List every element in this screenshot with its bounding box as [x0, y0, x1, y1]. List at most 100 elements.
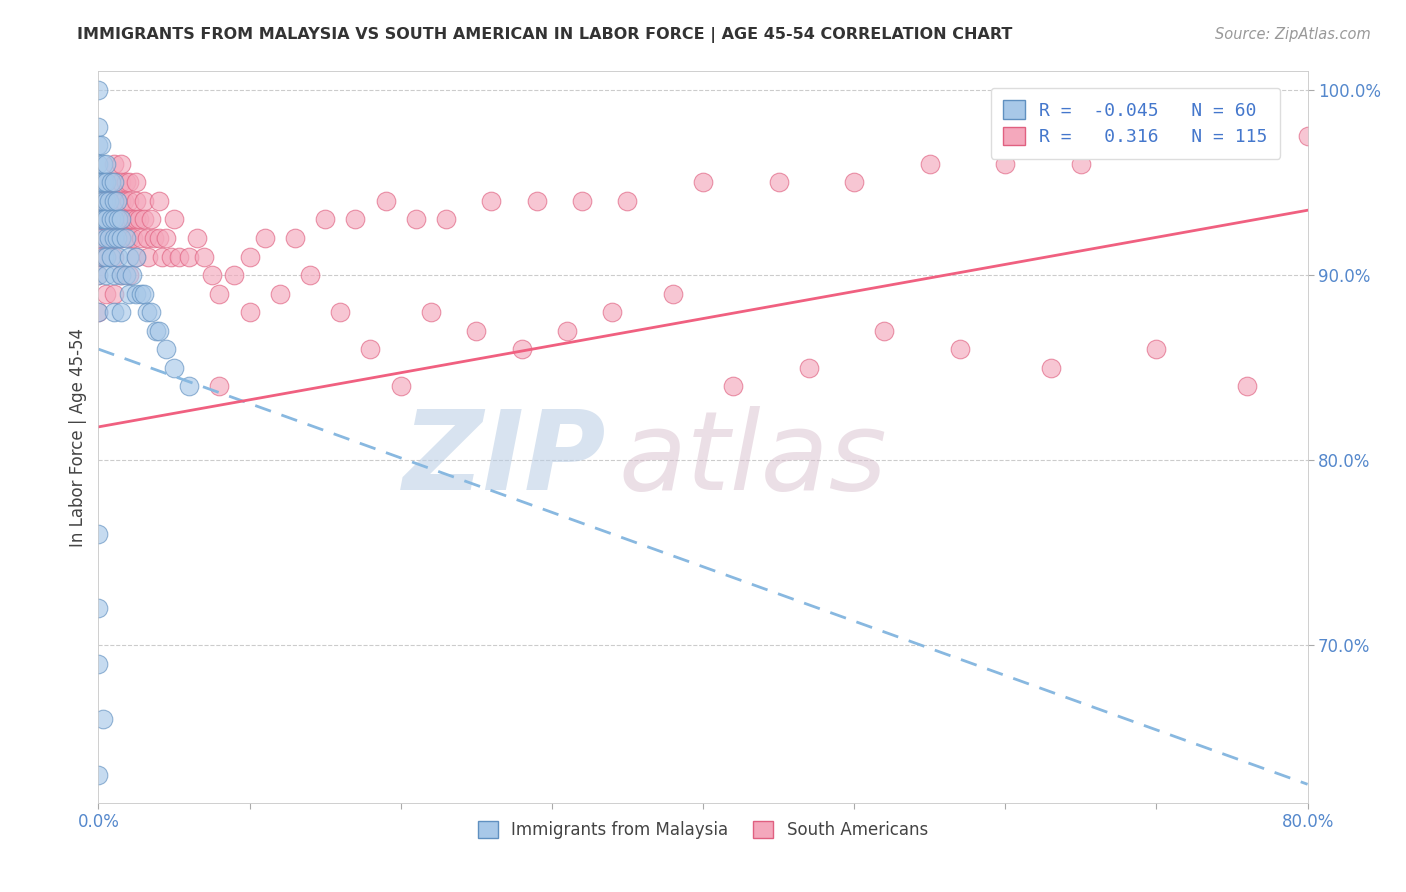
Point [148, 324, 170, 338]
Point [374, 194, 396, 208]
Point [1236, 379, 1258, 393]
Point [141, 212, 163, 227]
Point [91, 194, 114, 208]
Point [844, 176, 866, 190]
Point [873, 324, 896, 338]
Point [103, 212, 125, 227]
Point [94, 194, 117, 208]
Point [163, 212, 186, 227]
Point [94, 250, 117, 264]
Point [465, 324, 488, 338]
Point [125, 250, 148, 264]
Point [87, 194, 110, 208]
Point [103, 176, 125, 190]
Point [405, 212, 427, 227]
Point [314, 212, 336, 227]
Point [94, 286, 117, 301]
Point [108, 231, 131, 245]
Point [148, 231, 170, 245]
Point [344, 212, 367, 227]
Point [121, 212, 143, 227]
Point [87, 83, 110, 97]
Point [692, 176, 714, 190]
Point [87, 231, 110, 245]
Point [110, 176, 132, 190]
Point [125, 176, 148, 190]
Point [136, 250, 159, 264]
Point [616, 194, 638, 208]
Point [93, 212, 115, 227]
Point [94, 231, 117, 245]
Point [121, 268, 143, 282]
Point [118, 212, 141, 227]
Point [420, 305, 443, 319]
Point [329, 305, 352, 319]
Point [94, 250, 117, 264]
Point [110, 212, 132, 227]
Point [239, 250, 262, 264]
Point [571, 194, 593, 208]
Point [100, 176, 122, 190]
Point [87, 138, 110, 153]
Point [661, 286, 683, 301]
Point [135, 305, 157, 319]
Point [110, 268, 132, 282]
Point [90, 176, 112, 190]
Point [110, 268, 132, 282]
Point [125, 194, 148, 208]
Point [87, 601, 110, 615]
Point [510, 342, 533, 356]
Point [112, 194, 135, 208]
Point [103, 194, 125, 208]
Point [1144, 138, 1167, 153]
Point [90, 138, 112, 153]
Legend: Immigrants from Malaysia, South Americans: Immigrants from Malaysia, South American… [468, 811, 938, 849]
Point [103, 176, 125, 190]
Point [87, 268, 110, 282]
Point [481, 194, 503, 208]
Point [87, 527, 110, 541]
Point [132, 212, 155, 227]
Point [100, 176, 122, 190]
Point [129, 231, 152, 245]
Point [167, 250, 190, 264]
Point [143, 231, 166, 245]
Point [87, 212, 110, 227]
Point [201, 268, 224, 282]
Point [299, 268, 322, 282]
Point [114, 231, 136, 245]
Point [94, 212, 117, 227]
Point [100, 212, 122, 227]
Point [949, 342, 972, 356]
Text: atlas: atlas [619, 406, 887, 513]
Point [132, 286, 155, 301]
Point [87, 305, 110, 319]
Point [87, 231, 110, 245]
Point [114, 176, 136, 190]
Point [118, 268, 141, 282]
Point [93, 212, 115, 227]
Point [118, 250, 141, 264]
Point [110, 231, 132, 245]
Point [163, 360, 186, 375]
Point [1070, 157, 1092, 171]
Point [91, 157, 114, 171]
Y-axis label: In Labor Force | Age 45-54: In Labor Force | Age 45-54 [69, 327, 87, 547]
Point [105, 231, 128, 245]
Point [87, 305, 110, 319]
Point [87, 268, 110, 282]
Point [155, 342, 177, 356]
Point [1039, 360, 1062, 375]
Point [1144, 342, 1167, 356]
Point [98, 194, 121, 208]
Point [103, 194, 125, 208]
Point [797, 360, 820, 375]
Point [114, 212, 136, 227]
Point [118, 231, 141, 245]
Point [284, 231, 307, 245]
Point [103, 286, 125, 301]
Point [91, 713, 114, 727]
Point [155, 231, 177, 245]
Text: IMMIGRANTS FROM MALAYSIA VS SOUTH AMERICAN IN LABOR FORCE | AGE 45-54 CORRELATIO: IMMIGRANTS FROM MALAYSIA VS SOUTH AMERIC… [77, 27, 1012, 43]
Point [94, 268, 117, 282]
